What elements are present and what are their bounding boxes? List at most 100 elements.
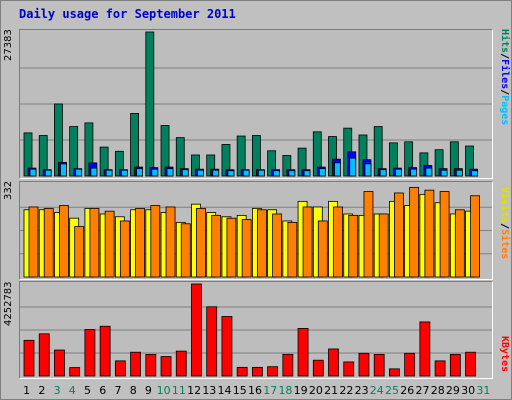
x-tick-label-day-27: 27 (415, 384, 429, 397)
kbytes-kbytes-bar-day-29 (449, 353, 461, 377)
hits-hits-bar-day-8 (130, 113, 139, 177)
kbytes-kbytes-bar-day-19 (297, 328, 309, 377)
hits-pages-bar-day-24 (379, 169, 387, 177)
sites-sites-bar-day-6 (104, 210, 115, 278)
sites-sites-bar-day-15 (241, 219, 252, 278)
kbytes-kbytes-bar-day-26 (404, 352, 416, 377)
sites-sites-bar-day-29 (454, 209, 465, 278)
hits-pages-bar-day-27 (425, 167, 433, 177)
hits-pages-bar-day-13 (212, 169, 220, 177)
kbytes-kbytes-bar-day-13 (206, 306, 218, 377)
sites-sites-bar-day-27 (424, 189, 435, 278)
legend-sites: Sites (499, 229, 510, 260)
x-tick-label-day-23: 23 (355, 384, 369, 397)
kbytes-kbytes-bar-day-18 (282, 353, 294, 377)
hits-hits-bar-day-9 (145, 31, 155, 177)
kbytes-kbytes-bar-day-24 (373, 353, 385, 377)
legend-files: Files (499, 59, 510, 90)
sites-sites-bar-day-11 (180, 223, 191, 278)
hits-pages-bar-day-11 (181, 169, 189, 177)
kbytes-kbytes-bar-day-7 (114, 360, 126, 377)
kbytes-kbytes-bar-day-22 (343, 361, 355, 377)
sites-sites-bar-day-10 (165, 206, 176, 278)
sites-visits-legend: Visits/Sites (494, 187, 510, 277)
sites-sites-bar-day-30 (470, 195, 480, 278)
x-tick-label-day-26: 26 (400, 384, 414, 397)
sites-visits-panel (19, 181, 493, 280)
x-tick-label-day-15: 15 (233, 384, 247, 397)
kbytes-kbytes-bar-day-21 (328, 348, 339, 377)
x-tick-label-day-30: 30 (461, 384, 475, 397)
kbytes-kbytes-bar-day-9 (145, 353, 157, 377)
legend-pages: Pages (499, 95, 510, 126)
x-tick-label-day-31: 31 (476, 384, 490, 397)
hits-pages-bar-day-9 (151, 168, 159, 177)
hits-pages-bar-day-21 (334, 162, 341, 177)
x-tick-label-day-3: 3 (54, 384, 61, 397)
sites-sites-bar-day-25 (394, 192, 404, 278)
sites-sites-bar-day-13 (211, 214, 222, 278)
legend-separator: / (499, 223, 510, 230)
kbytes-kbytes-bar-day-5 (84, 329, 96, 377)
sites-sites-bar-day-24 (378, 213, 389, 278)
hits-ymax-label: 27383 (3, 29, 14, 61)
sites-sites-bar-day-8 (135, 207, 145, 278)
x-tick-label-day-11: 11 (172, 384, 186, 397)
hits-pages-bar-day-2 (44, 169, 52, 177)
hits-pages-bar-day-8 (136, 168, 143, 177)
x-tick-label-day-28: 28 (431, 384, 445, 397)
hits-pages-bar-day-23 (364, 163, 372, 177)
kbytes-kbytes-bar-day-20 (312, 359, 324, 377)
kbytes-kbytes-bar-day-27 (419, 321, 431, 377)
sites-sites-bar-day-22 (348, 214, 359, 278)
hits-pages-bar-day-3 (60, 163, 67, 177)
hits-pages-bar-day-17 (273, 170, 281, 177)
kbytes-kbytes-bar-day-25 (389, 368, 400, 377)
hits-pages-bar-day-18 (288, 170, 296, 177)
sites-sites-bar-day-28 (439, 191, 450, 278)
sites-sites-bar-day-5 (89, 207, 100, 278)
sites-sites-bar-day-1 (28, 206, 39, 278)
hits-pages-bar-day-14 (227, 170, 235, 177)
hits-pages-bar-day-19 (303, 170, 311, 177)
hits-pages-bar-day-16 (257, 169, 265, 177)
hits-pages-bar-day-30 (471, 170, 478, 177)
x-tick-label-day-22: 22 (339, 384, 353, 397)
kbytes-chart (20, 283, 492, 377)
x-axis: 1 2 3 4 5 6 7 8 9 10 11 12 13 14 15 16 17 18 19 20 21 22 23 24 2… (23, 384, 490, 397)
x-tick-label-day-19: 19 (294, 384, 308, 397)
sites-sites-bar-day-23 (363, 191, 374, 278)
hits-pages-bar-day-12 (197, 169, 204, 177)
chart-title: Daily usage for September 2011 (19, 7, 236, 21)
x-tick-label-day-1: 1 (23, 384, 30, 397)
kbytes-legend: KBytes (494, 336, 510, 381)
hits-pages-bar-day-25 (395, 168, 402, 177)
legend-visits: Visits (499, 187, 510, 224)
hits-files-pages-chart (20, 31, 492, 177)
hits-pages-bar-day-5 (90, 167, 98, 177)
hits-pages-bar-day-1 (29, 168, 37, 177)
sites-sites-bar-day-17 (272, 213, 283, 278)
x-tick-label-day-4: 4 (69, 384, 76, 397)
x-tick-label-day-17: 17 (263, 384, 277, 397)
x-tick-label-day-29: 29 (446, 384, 460, 397)
x-tick-label-day-13: 13 (202, 384, 216, 397)
x-tick-label-day-25: 25 (385, 384, 399, 397)
kbytes-kbytes-bar-day-2 (38, 333, 50, 377)
x-tick-label-day-16: 16 (248, 384, 262, 397)
sites-sites-bar-day-14 (226, 217, 237, 278)
sites-ymax-label: 332 (3, 181, 14, 201)
x-tick-label-day-10: 10 (157, 384, 171, 397)
kbytes-kbytes-bar-day-28 (434, 360, 446, 377)
kbytes-kbytes-bar-day-15 (236, 366, 248, 377)
legend-hits: Hits (499, 29, 510, 54)
sites-visits-chart (20, 186, 492, 278)
x-tick-label-day-20: 20 (309, 384, 323, 397)
kbytes-ymax-label: 4252783 (3, 281, 14, 326)
hits-pages-bar-day-7 (120, 169, 128, 177)
kbytes-kbytes-bar-day-17 (267, 366, 279, 377)
sites-sites-bar-day-16 (256, 209, 267, 278)
kbytes-kbytes-bar-day-1 (23, 339, 35, 377)
sites-sites-bar-day-21 (333, 206, 343, 278)
kbytes-kbytes-bar-day-11 (175, 350, 187, 377)
